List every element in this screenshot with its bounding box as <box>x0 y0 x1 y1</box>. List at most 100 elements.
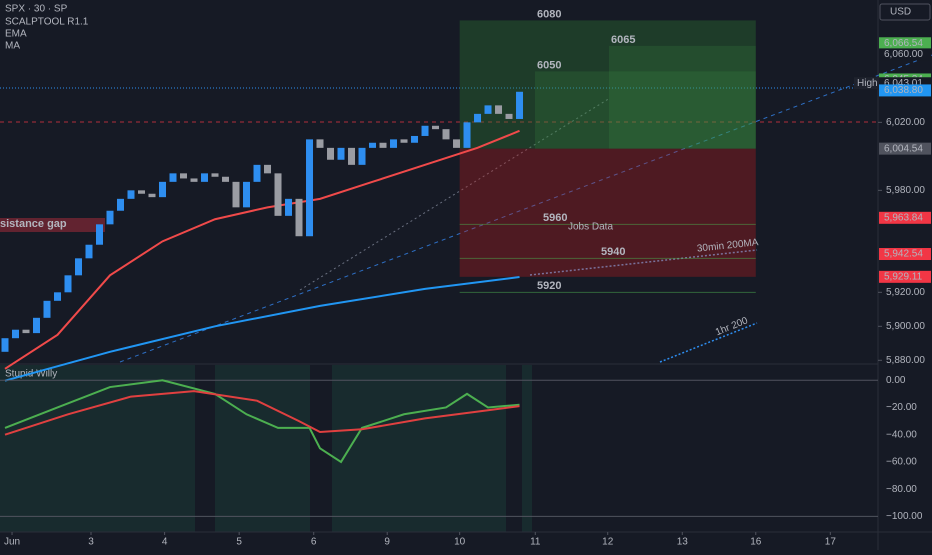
candle <box>505 113 513 119</box>
symbol: SPX · 30 · SP <box>5 4 68 15</box>
candle <box>316 139 324 148</box>
candle <box>432 125 440 130</box>
candle <box>411 135 419 143</box>
candle <box>400 139 408 143</box>
osc-line <box>4 390 520 436</box>
candle <box>85 244 93 259</box>
candle <box>358 147 366 165</box>
annotation: Jobs Data <box>568 222 613 233</box>
price-label-box <box>879 84 931 97</box>
candle <box>75 258 83 276</box>
x-tick-label: 3 <box>88 537 94 548</box>
indicator-line <box>4 129 520 370</box>
osc-tick-label: −40.00 <box>886 429 917 440</box>
osc-tick-label: −80.00 <box>886 484 917 495</box>
annotation: sistance gap <box>0 218 67 230</box>
candle <box>516 91 524 119</box>
candle <box>379 142 387 148</box>
level-label: 5940 <box>601 246 625 258</box>
price-label-box <box>879 270 931 283</box>
x-tick-label: Jun <box>4 537 20 548</box>
candle <box>442 129 450 140</box>
candle <box>327 147 335 160</box>
x-tick-label: 6 <box>311 537 317 548</box>
candle <box>201 173 209 182</box>
osc-tick-label: −20.00 <box>886 402 917 413</box>
candle <box>474 113 482 123</box>
price-label: 6,043.01 <box>884 78 923 89</box>
y-tick-label: 5,880.00 <box>886 355 925 366</box>
indicator-line <box>4 276 520 382</box>
candle <box>253 164 261 182</box>
candle <box>484 105 492 114</box>
candle <box>96 224 104 245</box>
level-label: 5920 <box>537 280 561 292</box>
candle <box>348 147 356 165</box>
candle <box>264 164 272 174</box>
x-tick-label: 9 <box>384 537 390 548</box>
candle <box>138 190 146 194</box>
level-label: 6050 <box>537 59 561 71</box>
x-tick-label: 5 <box>236 537 242 548</box>
x-tick-label: 10 <box>454 537 466 548</box>
price-label-box <box>879 142 931 155</box>
indicator: MA <box>5 41 20 52</box>
y-tick-label: 5,920.00 <box>886 287 925 298</box>
indicator: SCALPTOOL R1.1 <box>5 17 89 28</box>
loss-zone <box>459 148 756 277</box>
x-tick-label: 11 <box>530 537 541 548</box>
candle <box>390 139 398 148</box>
price-label: 6,004.54 <box>884 143 923 154</box>
candle <box>106 210 114 225</box>
price-label: 6,066.54 <box>884 38 923 49</box>
x-tick-label: 13 <box>677 537 689 548</box>
y-tick-label: 6,020.00 <box>886 117 925 128</box>
candle <box>43 300 51 318</box>
1hr-line <box>659 322 758 363</box>
candle <box>453 139 461 148</box>
price-label: 6,038.80 <box>884 85 923 96</box>
x-tick-label: 12 <box>602 537 614 548</box>
candle <box>54 292 62 301</box>
candle <box>495 105 503 114</box>
trend-line <box>119 54 932 363</box>
level-zone <box>609 45 756 149</box>
x-tick-label: 17 <box>825 537 837 548</box>
candle <box>180 173 188 179</box>
candle <box>295 198 303 237</box>
osc-band <box>0 365 195 532</box>
price-label-box <box>879 211 931 224</box>
price-label: 5,942.54 <box>884 249 923 260</box>
level-label: 5960 <box>543 212 567 224</box>
price-label: 6,060.00 <box>884 49 923 60</box>
profit-zone <box>459 20 756 149</box>
candle <box>243 181 251 208</box>
osc-band <box>522 365 532 532</box>
osc-band <box>332 365 506 532</box>
candle <box>463 122 471 148</box>
osc-band <box>215 365 310 532</box>
candle <box>64 275 72 293</box>
price-label-box <box>879 37 931 50</box>
gap-zone <box>0 218 105 232</box>
price-label-box <box>879 48 931 61</box>
osc-tick-label: −100.00 <box>886 511 923 522</box>
x-tick-label: 16 <box>750 537 762 548</box>
candle <box>32 317 40 334</box>
candle <box>369 142 377 148</box>
candle <box>1 338 9 352</box>
candle <box>159 181 167 198</box>
candle <box>306 139 314 237</box>
candle <box>190 178 198 182</box>
currency-box <box>879 3 931 21</box>
candle <box>421 125 429 136</box>
price-label: 5,963.84 <box>884 212 923 223</box>
y-tick-label: 5,900.00 <box>886 321 925 332</box>
osc-tick-label: −60.00 <box>886 457 917 468</box>
candle <box>211 173 219 177</box>
candle <box>22 329 30 334</box>
osc-tick-label: 0.00 <box>886 375 906 386</box>
trend-line <box>299 97 611 291</box>
candle <box>222 176 230 182</box>
